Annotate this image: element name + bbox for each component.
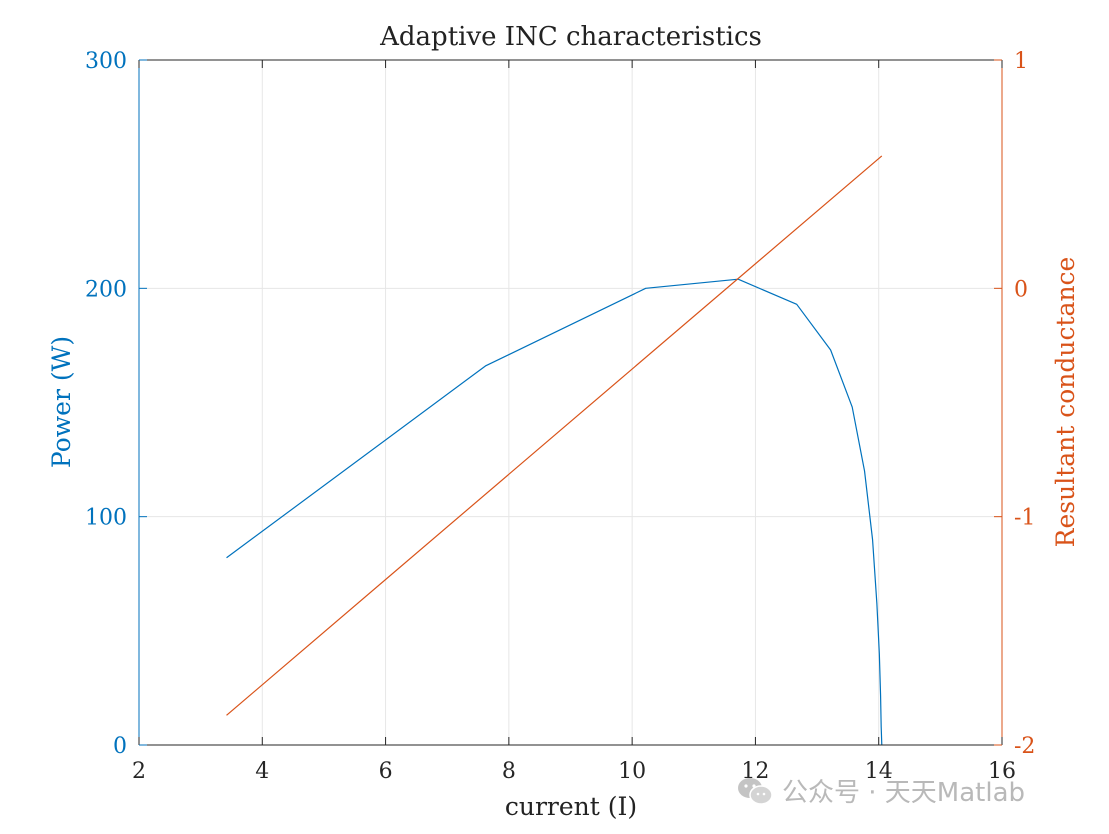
axes-frame <box>138 59 1003 746</box>
y-right-tick-label: -2 <box>1014 734 1035 759</box>
y-right-tick-label: 0 <box>1014 277 1028 302</box>
x-tick-label: 8 <box>502 759 516 784</box>
plot-area <box>139 60 1002 745</box>
y-left-tick-label: 200 <box>85 277 127 302</box>
x-tick-label: 2 <box>132 759 146 784</box>
series-layer <box>226 155 883 746</box>
watermark: 公众号 · 天天Matlab <box>736 772 1025 809</box>
y-left-tick-label: 300 <box>85 49 127 74</box>
wechat-icon <box>738 777 773 805</box>
y-left-tick-label: 0 <box>113 734 127 759</box>
y-right-tick-label: -1 <box>1014 506 1035 531</box>
conductance-series-line <box>226 155 883 716</box>
y-right-tick-label: 1 <box>1014 49 1028 74</box>
y-axis-left-label: Power (W) <box>47 336 76 468</box>
x-axis-label: current (I) <box>505 792 637 821</box>
chart-title: Adaptive INC characteristics <box>379 22 762 52</box>
x-tick-label: 10 <box>618 759 646 784</box>
y-axis-right-label: Resultant conductance <box>1051 257 1080 548</box>
grid-lines <box>139 60 1002 745</box>
x-tick-label: 6 <box>379 759 393 784</box>
x-tick-label: 16 <box>988 759 1016 784</box>
x-tick-label: 4 <box>255 759 269 784</box>
power-series-line <box>226 278 883 746</box>
x-tick-label: 14 <box>865 759 893 784</box>
watermark-text: 公众号 · 天天Matlab <box>782 778 1026 808</box>
y-left-tick-label: 100 <box>85 506 127 531</box>
tick-marks <box>138 59 1003 746</box>
